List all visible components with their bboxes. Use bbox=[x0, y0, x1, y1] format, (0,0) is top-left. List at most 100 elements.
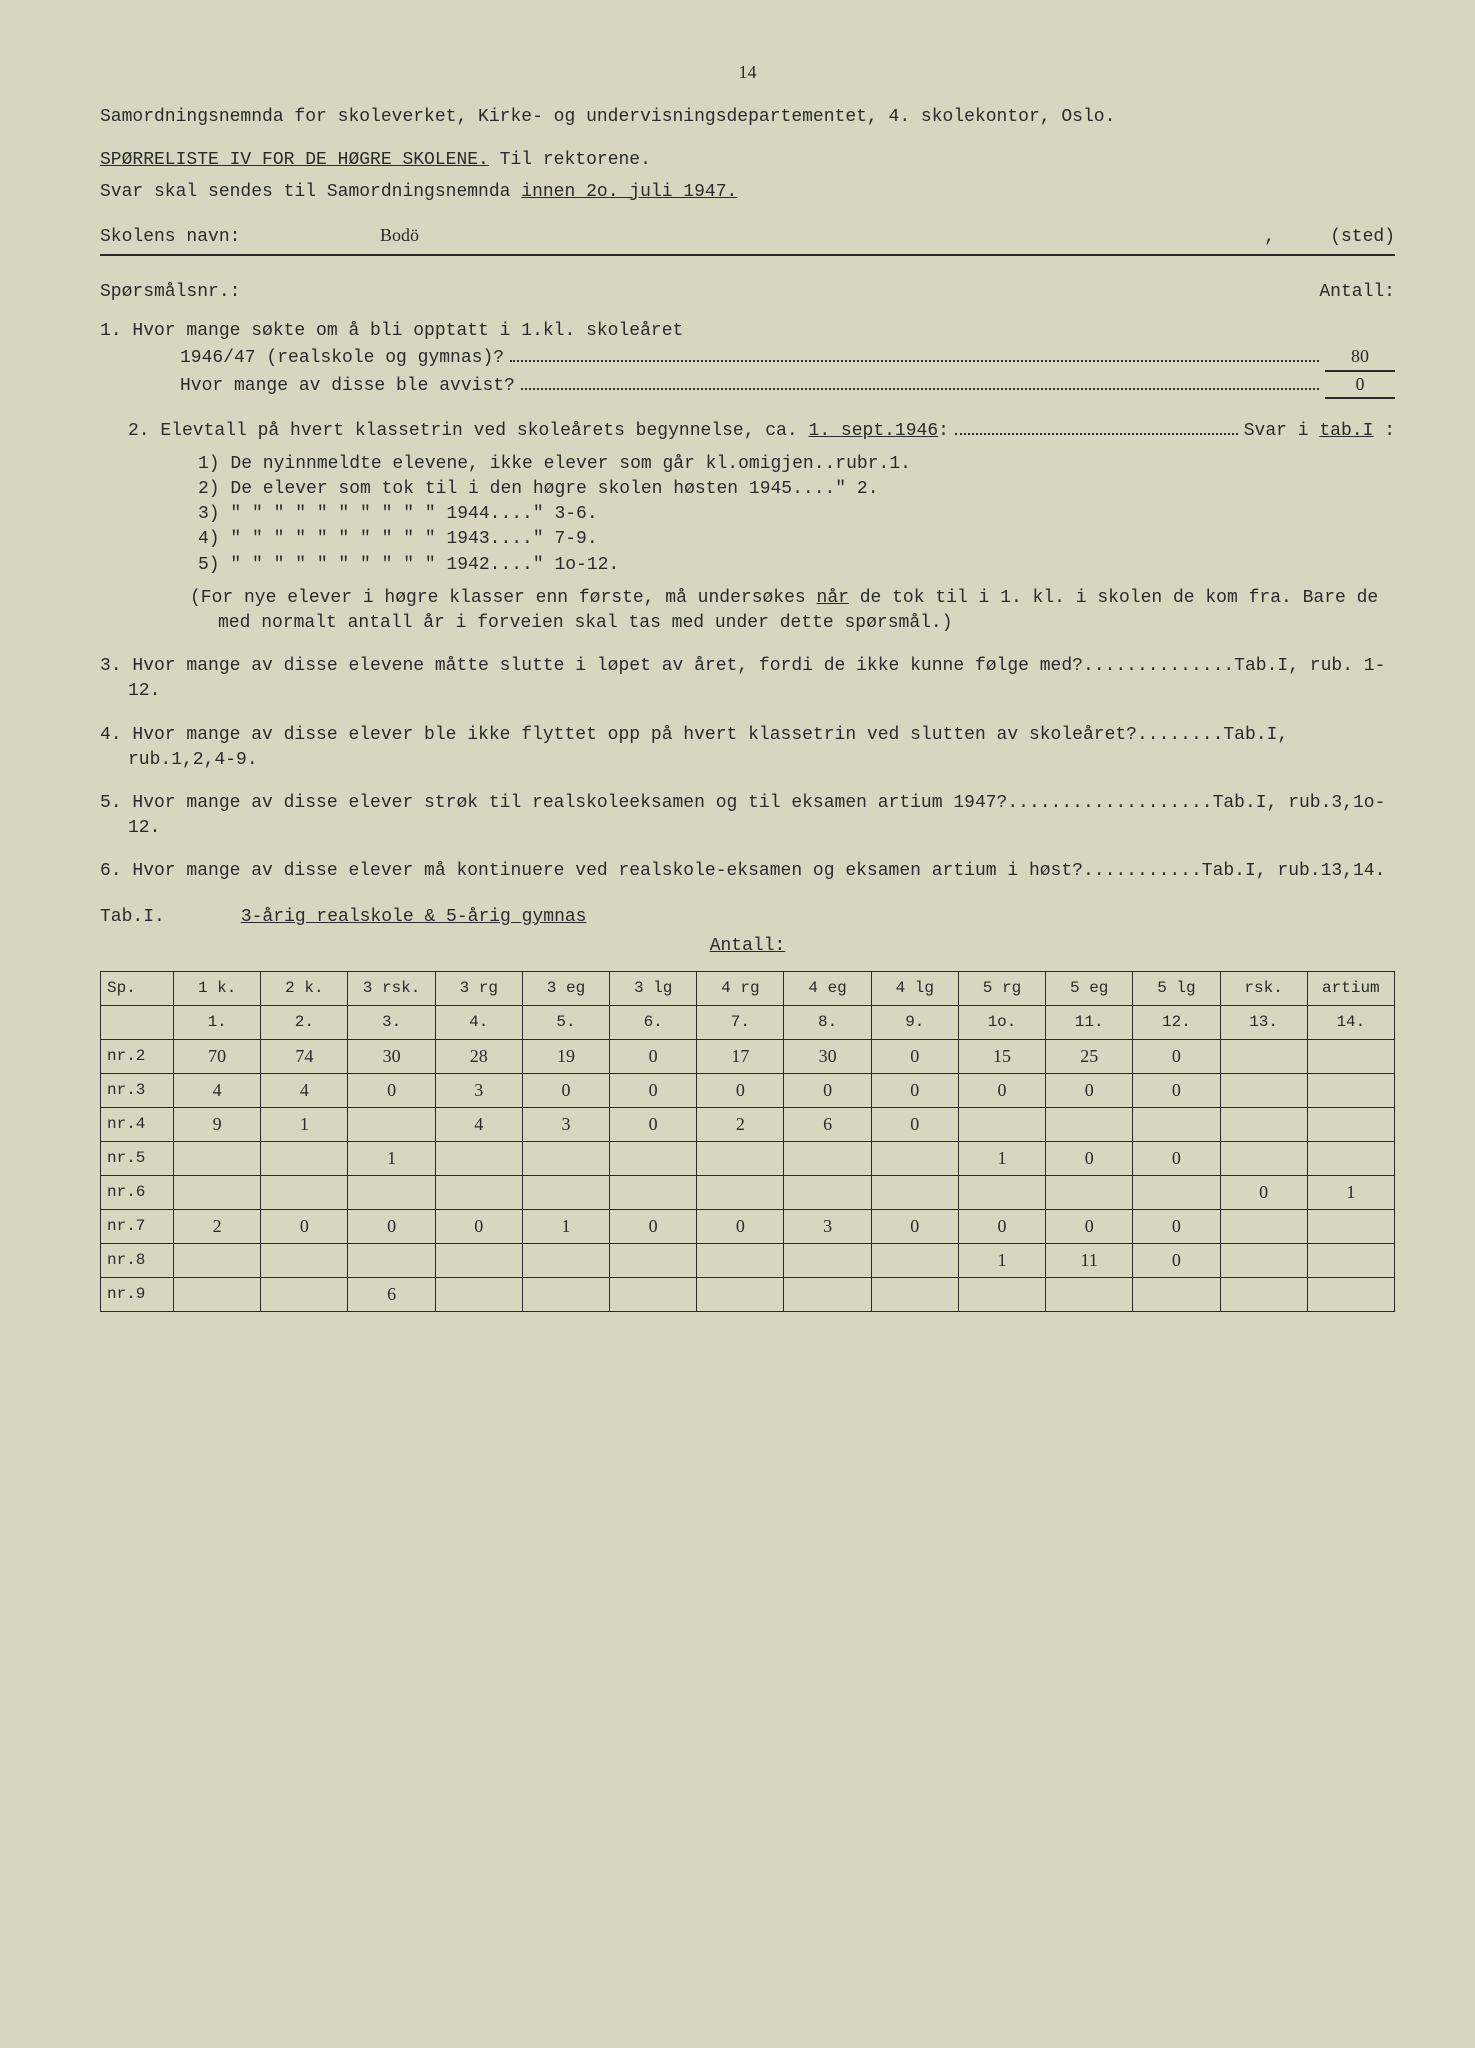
cell: 4 bbox=[261, 1073, 348, 1107]
school-comma: , bbox=[1264, 225, 1275, 250]
table-title-row: Tab.I. 3-årig realskole & 5-årig gymnas bbox=[100, 905, 1395, 930]
cell: 0 bbox=[1133, 1073, 1220, 1107]
table-row: nr.3440300000000 bbox=[101, 1073, 1395, 1107]
cell: 0 bbox=[871, 1039, 958, 1073]
cell bbox=[958, 1277, 1045, 1311]
th1-10: 5 rg bbox=[958, 971, 1045, 1005]
row-label: nr.7 bbox=[101, 1209, 174, 1243]
cell bbox=[522, 1243, 609, 1277]
th1-4: 3 rg bbox=[435, 971, 522, 1005]
cell bbox=[958, 1175, 1045, 1209]
cell bbox=[261, 1141, 348, 1175]
cell: 70 bbox=[174, 1039, 261, 1073]
cell bbox=[522, 1141, 609, 1175]
cell: 1 bbox=[348, 1141, 435, 1175]
th2-9: 9. bbox=[871, 1005, 958, 1039]
q1-dots1 bbox=[510, 344, 1319, 362]
q2-item-4: 4) " " " " " " " " " " 1943...." 7-9. bbox=[198, 527, 1395, 552]
table-body: nr.2707430281901730015250nr.344030000000… bbox=[101, 1039, 1395, 1311]
q2-note-u: når bbox=[817, 588, 849, 608]
cell bbox=[1046, 1175, 1133, 1209]
cell: 0 bbox=[522, 1073, 609, 1107]
qheader-right: Antall: bbox=[1319, 280, 1395, 305]
cell bbox=[784, 1175, 871, 1209]
table-row: nr.601 bbox=[101, 1175, 1395, 1209]
cell: 0 bbox=[1133, 1039, 1220, 1073]
cell bbox=[784, 1277, 871, 1311]
cell: 3 bbox=[522, 1107, 609, 1141]
school-name: Bodö bbox=[320, 223, 1264, 248]
th2-11: 11. bbox=[1046, 1005, 1133, 1039]
th2-10: 1o. bbox=[958, 1005, 1045, 1039]
q2-svar-pre: Svar i bbox=[1244, 421, 1320, 441]
cell bbox=[1046, 1107, 1133, 1141]
cell bbox=[174, 1277, 261, 1311]
cell bbox=[435, 1243, 522, 1277]
th2-4: 4. bbox=[435, 1005, 522, 1039]
data-table: Sp.1 k.2 k.3 rsk.3 rg3 eg3 lg4 rg4 eg4 l… bbox=[100, 971, 1395, 1312]
cell: 11 bbox=[1046, 1243, 1133, 1277]
q1-sub2: Hvor mange av disse ble avvist? bbox=[180, 374, 515, 399]
q2-item-1: 1) De nyinnmeldte elevene, ikke elever s… bbox=[198, 452, 1395, 477]
q1-dots2 bbox=[521, 372, 1319, 390]
cell bbox=[1220, 1209, 1307, 1243]
cell bbox=[958, 1107, 1045, 1141]
cell: 0 bbox=[1220, 1175, 1307, 1209]
q2-svar-tab: tab.I bbox=[1319, 421, 1373, 441]
th1-7: 4 rg bbox=[697, 971, 784, 1005]
cell bbox=[1307, 1073, 1394, 1107]
row-label: nr.6 bbox=[101, 1175, 174, 1209]
table-head-1: Sp.1 k.2 k.3 rsk.3 rg3 eg3 lg4 rg4 eg4 l… bbox=[101, 971, 1395, 1005]
cell bbox=[871, 1141, 958, 1175]
cell bbox=[871, 1243, 958, 1277]
cell bbox=[1307, 1141, 1394, 1175]
th2-13: 13. bbox=[1220, 1005, 1307, 1039]
th2-7: 7. bbox=[697, 1005, 784, 1039]
cell: 17 bbox=[697, 1039, 784, 1073]
cell: 0 bbox=[871, 1107, 958, 1141]
cell bbox=[697, 1243, 784, 1277]
q2-note-pre: (For nye elever i høgre klasser enn førs… bbox=[190, 588, 817, 608]
th2-0 bbox=[101, 1005, 174, 1039]
th1-12: 5 lg bbox=[1133, 971, 1220, 1005]
th2-8: 8. bbox=[784, 1005, 871, 1039]
cell bbox=[1220, 1243, 1307, 1277]
cell bbox=[174, 1175, 261, 1209]
table-label: Tab.I. bbox=[100, 905, 230, 930]
cell bbox=[1307, 1209, 1394, 1243]
cell bbox=[1220, 1039, 1307, 1073]
row-label: nr.2 bbox=[101, 1039, 174, 1073]
deadline-date: innen 2o. juli 1947. bbox=[521, 182, 737, 202]
cell bbox=[348, 1243, 435, 1277]
cell: 0 bbox=[697, 1209, 784, 1243]
cell: 0 bbox=[610, 1107, 697, 1141]
q1-ans1: 80 bbox=[1325, 344, 1395, 371]
table-subtitle: Antall: bbox=[100, 934, 1395, 959]
th2-6: 6. bbox=[610, 1005, 697, 1039]
th1-2: 2 k. bbox=[261, 971, 348, 1005]
cell bbox=[1307, 1277, 1394, 1311]
q2-item-2: 2) De elever som tok til i den høgre sko… bbox=[198, 477, 1395, 502]
th1-1: 1 k. bbox=[174, 971, 261, 1005]
cell: 0 bbox=[348, 1209, 435, 1243]
q2-dots bbox=[955, 417, 1238, 435]
th1-3: 3 rsk. bbox=[348, 971, 435, 1005]
row-label: nr.5 bbox=[101, 1141, 174, 1175]
q2-item-5: 5) " " " " " " " " " " 1942...." 1o-12. bbox=[198, 553, 1395, 578]
cell bbox=[522, 1175, 609, 1209]
th2-12: 12. bbox=[1133, 1005, 1220, 1039]
q2-note: (For nye elever i høgre klasser enn førs… bbox=[128, 586, 1395, 636]
cell bbox=[1220, 1141, 1307, 1175]
q1-ans2: 0 bbox=[1325, 372, 1395, 399]
school-sted: (sted) bbox=[1275, 225, 1395, 250]
cell bbox=[1307, 1107, 1394, 1141]
th2-14: 14. bbox=[1307, 1005, 1394, 1039]
cell: 15 bbox=[958, 1039, 1045, 1073]
cell bbox=[1046, 1277, 1133, 1311]
page-number: 14 bbox=[100, 60, 1395, 85]
cell bbox=[1307, 1243, 1394, 1277]
cell: 30 bbox=[348, 1039, 435, 1073]
q2-date: 1. sept.1946 bbox=[809, 421, 939, 441]
cell: 9 bbox=[174, 1107, 261, 1141]
question-header: Spørsmålsnr.: Antall: bbox=[100, 280, 1395, 305]
